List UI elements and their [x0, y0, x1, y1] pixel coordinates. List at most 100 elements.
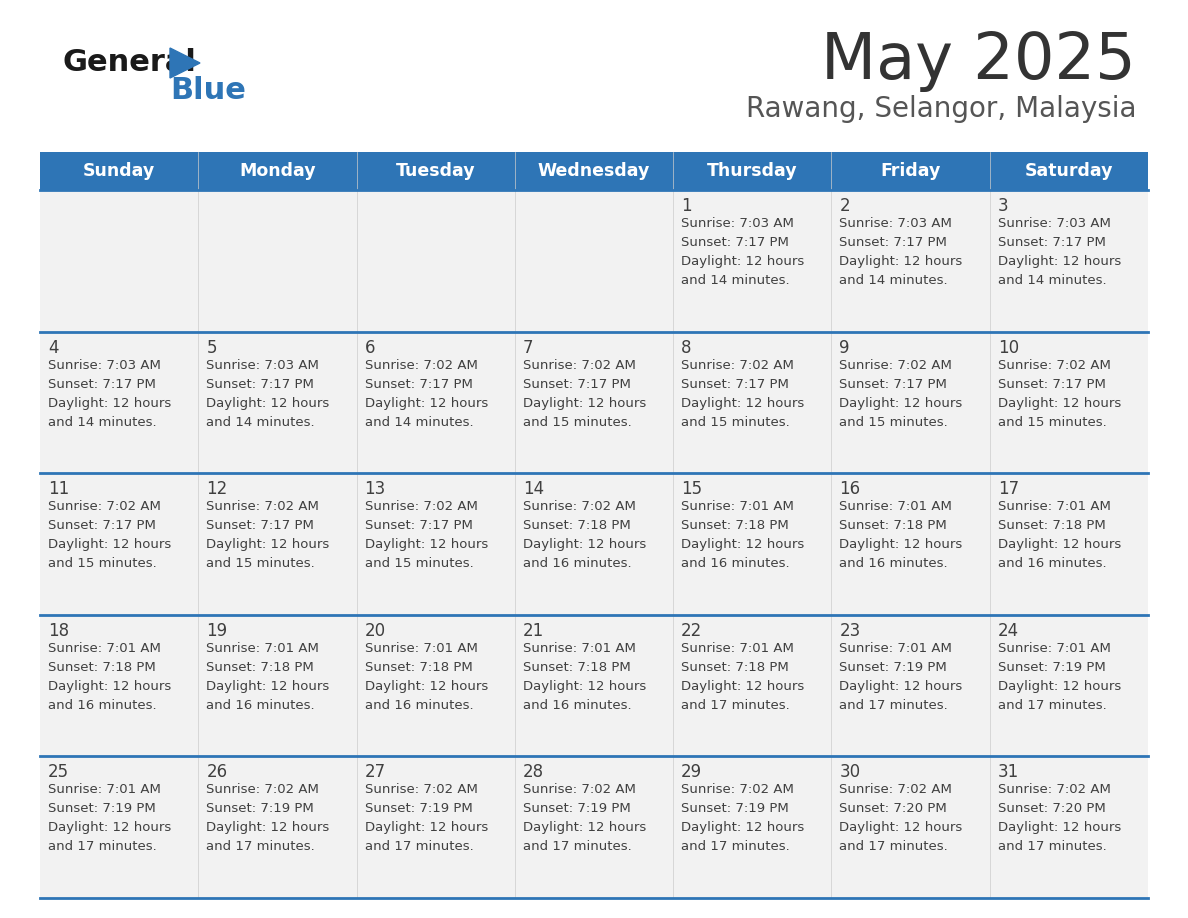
- Text: May 2025: May 2025: [821, 30, 1136, 92]
- Bar: [990, 331, 1148, 473]
- Text: 12: 12: [207, 480, 228, 498]
- Text: Sunrise: 7:02 AM: Sunrise: 7:02 AM: [681, 783, 794, 797]
- Text: and 17 minutes.: and 17 minutes.: [840, 699, 948, 711]
- Bar: [832, 190, 990, 331]
- Text: Sunrise: 7:03 AM: Sunrise: 7:03 AM: [681, 217, 794, 230]
- Bar: [356, 473, 514, 615]
- Text: Daylight: 12 hours: Daylight: 12 hours: [523, 822, 646, 834]
- Text: Sunrise: 7:02 AM: Sunrise: 7:02 AM: [681, 359, 794, 372]
- Bar: [514, 331, 674, 473]
- Text: 25: 25: [48, 764, 69, 781]
- Bar: [832, 615, 990, 756]
- Text: and 17 minutes.: and 17 minutes.: [48, 840, 157, 854]
- Text: Sunrise: 7:01 AM: Sunrise: 7:01 AM: [840, 500, 953, 513]
- Bar: [990, 152, 1148, 190]
- Text: Sunrise: 7:01 AM: Sunrise: 7:01 AM: [48, 783, 160, 797]
- Text: Sunset: 7:18 PM: Sunset: 7:18 PM: [523, 520, 631, 532]
- Text: Monday: Monday: [239, 162, 316, 180]
- Text: Daylight: 12 hours: Daylight: 12 hours: [998, 538, 1121, 551]
- Text: Sunset: 7:19 PM: Sunset: 7:19 PM: [365, 802, 473, 815]
- Text: Sunrise: 7:02 AM: Sunrise: 7:02 AM: [48, 500, 160, 513]
- Text: Daylight: 12 hours: Daylight: 12 hours: [681, 822, 804, 834]
- Text: Daylight: 12 hours: Daylight: 12 hours: [207, 397, 329, 409]
- Text: Daylight: 12 hours: Daylight: 12 hours: [998, 397, 1121, 409]
- Text: Sunrise: 7:02 AM: Sunrise: 7:02 AM: [207, 500, 320, 513]
- Text: Sunrise: 7:02 AM: Sunrise: 7:02 AM: [998, 783, 1111, 797]
- Text: Sunset: 7:18 PM: Sunset: 7:18 PM: [840, 520, 947, 532]
- Text: and 16 minutes.: and 16 minutes.: [523, 557, 632, 570]
- Text: Sunset: 7:18 PM: Sunset: 7:18 PM: [681, 661, 789, 674]
- Text: Sunrise: 7:02 AM: Sunrise: 7:02 AM: [523, 500, 636, 513]
- Text: and 16 minutes.: and 16 minutes.: [48, 699, 157, 711]
- Text: Sunset: 7:17 PM: Sunset: 7:17 PM: [681, 377, 789, 390]
- Bar: [198, 615, 356, 756]
- Text: and 15 minutes.: and 15 minutes.: [998, 416, 1106, 429]
- Bar: [198, 756, 356, 898]
- Text: Sunset: 7:19 PM: Sunset: 7:19 PM: [207, 802, 314, 815]
- Text: Sunrise: 7:01 AM: Sunrise: 7:01 AM: [998, 500, 1111, 513]
- Text: Sunrise: 7:02 AM: Sunrise: 7:02 AM: [365, 783, 478, 797]
- Text: Sunrise: 7:01 AM: Sunrise: 7:01 AM: [998, 642, 1111, 655]
- Text: 11: 11: [48, 480, 69, 498]
- Text: and 17 minutes.: and 17 minutes.: [998, 840, 1106, 854]
- Text: 4: 4: [48, 339, 58, 356]
- Text: Sunset: 7:20 PM: Sunset: 7:20 PM: [840, 802, 947, 815]
- Bar: [40, 615, 198, 756]
- Text: 5: 5: [207, 339, 216, 356]
- Bar: [514, 152, 674, 190]
- Text: 1: 1: [681, 197, 691, 215]
- Bar: [674, 190, 832, 331]
- Bar: [674, 152, 832, 190]
- Text: 27: 27: [365, 764, 386, 781]
- Text: Daylight: 12 hours: Daylight: 12 hours: [48, 822, 171, 834]
- Text: Sunrise: 7:02 AM: Sunrise: 7:02 AM: [365, 359, 478, 372]
- Text: Sunset: 7:19 PM: Sunset: 7:19 PM: [48, 802, 156, 815]
- Text: Daylight: 12 hours: Daylight: 12 hours: [681, 538, 804, 551]
- Text: Sunset: 7:17 PM: Sunset: 7:17 PM: [365, 520, 473, 532]
- Bar: [674, 756, 832, 898]
- Text: Sunset: 7:17 PM: Sunset: 7:17 PM: [998, 236, 1106, 249]
- Text: General: General: [62, 48, 196, 77]
- Text: Daylight: 12 hours: Daylight: 12 hours: [523, 680, 646, 693]
- Text: and 17 minutes.: and 17 minutes.: [998, 699, 1106, 711]
- Bar: [356, 331, 514, 473]
- Text: Sunset: 7:17 PM: Sunset: 7:17 PM: [998, 377, 1106, 390]
- Text: Sunset: 7:18 PM: Sunset: 7:18 PM: [523, 661, 631, 674]
- Text: Daylight: 12 hours: Daylight: 12 hours: [840, 255, 962, 268]
- Text: Sunset: 7:17 PM: Sunset: 7:17 PM: [681, 236, 789, 249]
- Bar: [832, 152, 990, 190]
- Text: and 16 minutes.: and 16 minutes.: [523, 699, 632, 711]
- Text: and 16 minutes.: and 16 minutes.: [998, 557, 1106, 570]
- Text: Sunrise: 7:02 AM: Sunrise: 7:02 AM: [840, 783, 953, 797]
- Text: 18: 18: [48, 621, 69, 640]
- Bar: [990, 190, 1148, 331]
- Text: Sunrise: 7:01 AM: Sunrise: 7:01 AM: [840, 642, 953, 655]
- Text: Sunrise: 7:01 AM: Sunrise: 7:01 AM: [207, 642, 320, 655]
- Bar: [198, 152, 356, 190]
- Bar: [990, 615, 1148, 756]
- Text: 6: 6: [365, 339, 375, 356]
- Text: Daylight: 12 hours: Daylight: 12 hours: [207, 538, 329, 551]
- Text: Daylight: 12 hours: Daylight: 12 hours: [681, 255, 804, 268]
- Text: 16: 16: [840, 480, 860, 498]
- Text: Daylight: 12 hours: Daylight: 12 hours: [207, 680, 329, 693]
- Text: Daylight: 12 hours: Daylight: 12 hours: [998, 680, 1121, 693]
- Text: 2: 2: [840, 197, 851, 215]
- Text: and 17 minutes.: and 17 minutes.: [840, 840, 948, 854]
- Text: and 17 minutes.: and 17 minutes.: [365, 840, 473, 854]
- Bar: [514, 473, 674, 615]
- Text: Daylight: 12 hours: Daylight: 12 hours: [840, 397, 962, 409]
- Bar: [40, 190, 198, 331]
- Text: and 14 minutes.: and 14 minutes.: [365, 416, 473, 429]
- Text: Sunset: 7:17 PM: Sunset: 7:17 PM: [48, 520, 156, 532]
- Text: Saturday: Saturday: [1024, 162, 1113, 180]
- Text: and 17 minutes.: and 17 minutes.: [523, 840, 632, 854]
- Text: Sunrise: 7:01 AM: Sunrise: 7:01 AM: [681, 500, 794, 513]
- Text: Daylight: 12 hours: Daylight: 12 hours: [365, 822, 488, 834]
- Text: 26: 26: [207, 764, 227, 781]
- Text: Daylight: 12 hours: Daylight: 12 hours: [681, 397, 804, 409]
- Text: 19: 19: [207, 621, 227, 640]
- Text: 13: 13: [365, 480, 386, 498]
- Bar: [832, 331, 990, 473]
- Text: Sunset: 7:20 PM: Sunset: 7:20 PM: [998, 802, 1106, 815]
